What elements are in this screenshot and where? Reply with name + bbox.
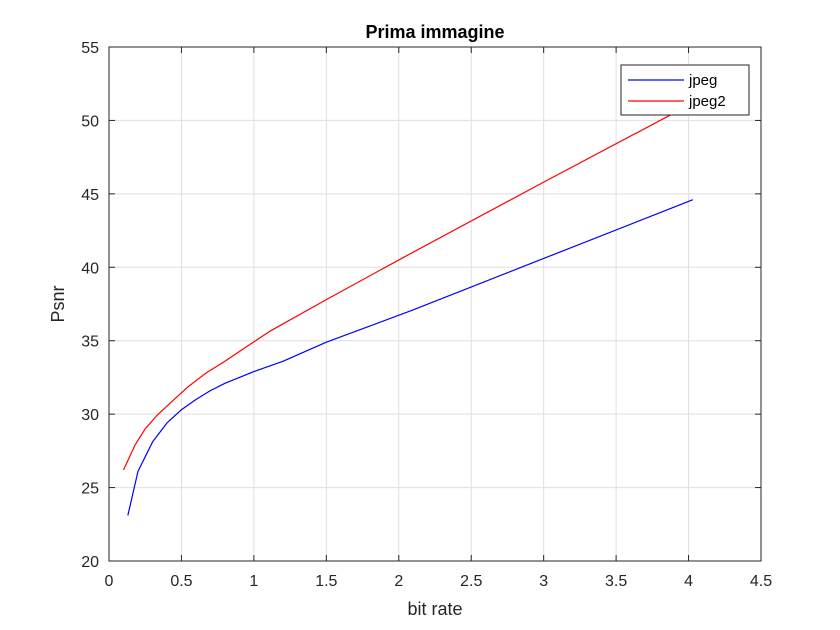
legend-label: jpeg2: [688, 93, 726, 110]
y-tick-label: 50: [81, 113, 99, 130]
ticks: 0 0.5 1 1.5 2 2.5 3 3.5 4 4.5 20 25 30 35 40 45 50 55: [81, 40, 772, 590]
x-tick-label: 4.5: [750, 573, 772, 590]
y-tick-label: 25: [81, 481, 99, 498]
y-axis-title: Psnr: [48, 285, 68, 322]
x-tick-label: 2.5: [460, 573, 482, 590]
series-line-jpeg2: [122, 112, 675, 471]
x-tick-label: 4: [684, 573, 693, 590]
plot-area: [109, 47, 761, 561]
y-tick-label: 40: [81, 260, 99, 277]
x-tick-label: 0: [105, 573, 114, 590]
series-layer: [122, 112, 694, 516]
x-tick-label: 3.5: [605, 573, 627, 590]
x-axis-title: bit rate: [407, 599, 462, 619]
chart-title: Prima immagine: [365, 22, 504, 42]
legend: jpeg jpeg2: [620, 64, 750, 116]
y-tick-label: 30: [81, 407, 99, 424]
x-tick-label: 2: [394, 573, 403, 590]
legend-box: [620, 64, 750, 116]
x-tick-label: 3: [539, 573, 548, 590]
y-tick-label: 45: [81, 187, 99, 204]
x-tick-label: 1.5: [315, 573, 337, 590]
legend-label: jpeg: [688, 72, 717, 89]
y-tick-label: 55: [81, 40, 99, 57]
y-tick-label: 35: [81, 334, 99, 351]
axes-box: [108, 46, 762, 562]
series-line-jpeg: [127, 199, 694, 516]
y-tick-label: 20: [81, 554, 99, 571]
x-tick-label: 0.5: [170, 573, 192, 590]
x-tick-label: 1: [249, 573, 258, 590]
